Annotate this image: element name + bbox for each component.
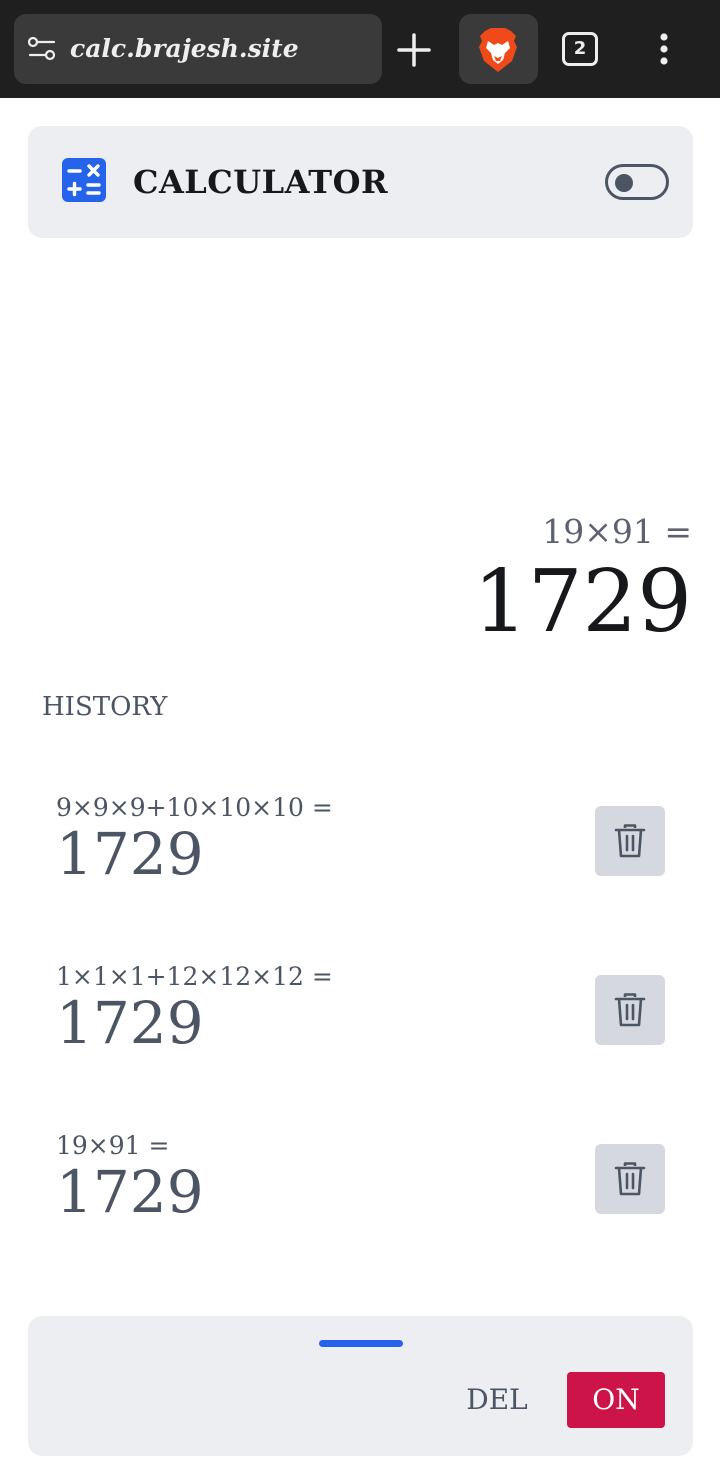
delete-history-button[interactable]: [595, 975, 665, 1045]
del-button[interactable]: DEL: [458, 1372, 536, 1428]
history-expression: 9×9×9+10×10×10 =: [56, 793, 333, 822]
app-title: CALCULATOR: [133, 163, 389, 201]
overflow-menu-icon[interactable]: [650, 30, 678, 70]
history-item[interactable]: 1×1×1+12×12×12 = 1729: [42, 960, 678, 1100]
site-settings-icon[interactable]: [27, 36, 56, 62]
theme-toggle[interactable]: [605, 164, 669, 200]
history-result: 1729: [56, 989, 204, 1057]
tab-switcher-button[interactable]: 2: [562, 32, 598, 66]
display-result: 1729: [473, 552, 692, 652]
tab-count: 2: [573, 38, 587, 59]
keypad-drag-handle[interactable]: [319, 1340, 403, 1347]
keypad-panel: DEL ON: [28, 1316, 693, 1456]
toggle-knob: [615, 174, 633, 192]
delete-history-button[interactable]: [595, 1144, 665, 1214]
history-item[interactable]: 19×91 = 1729: [42, 1129, 678, 1269]
new-tab-icon[interactable]: [394, 30, 434, 70]
calculator-icon: [62, 158, 106, 202]
trash-icon: [614, 993, 646, 1027]
address-bar[interactable]: calc.brajesh.site: [14, 14, 382, 84]
delete-history-button[interactable]: [595, 806, 665, 876]
history-result: 1729: [56, 820, 204, 888]
url-text[interactable]: calc.brajesh.site: [70, 34, 299, 63]
history-heading: HISTORY: [42, 692, 168, 722]
browser-toolbar: calc.brajesh.site 2: [0, 0, 720, 98]
brave-lion-icon: [479, 28, 517, 72]
trash-icon: [614, 1162, 646, 1196]
app-header: CALCULATOR: [28, 126, 693, 238]
display-expression: 19×91 =: [542, 512, 692, 551]
trash-icon: [614, 824, 646, 858]
history-expression: 19×91 =: [56, 1131, 170, 1160]
on-button[interactable]: ON: [567, 1372, 665, 1428]
history-item[interactable]: 9×9×9+10×10×10 = 1729: [42, 791, 678, 931]
brave-shields-button[interactable]: [459, 14, 538, 84]
history-expression: 1×1×1+12×12×12 =: [56, 962, 333, 991]
history-result: 1729: [56, 1158, 204, 1226]
